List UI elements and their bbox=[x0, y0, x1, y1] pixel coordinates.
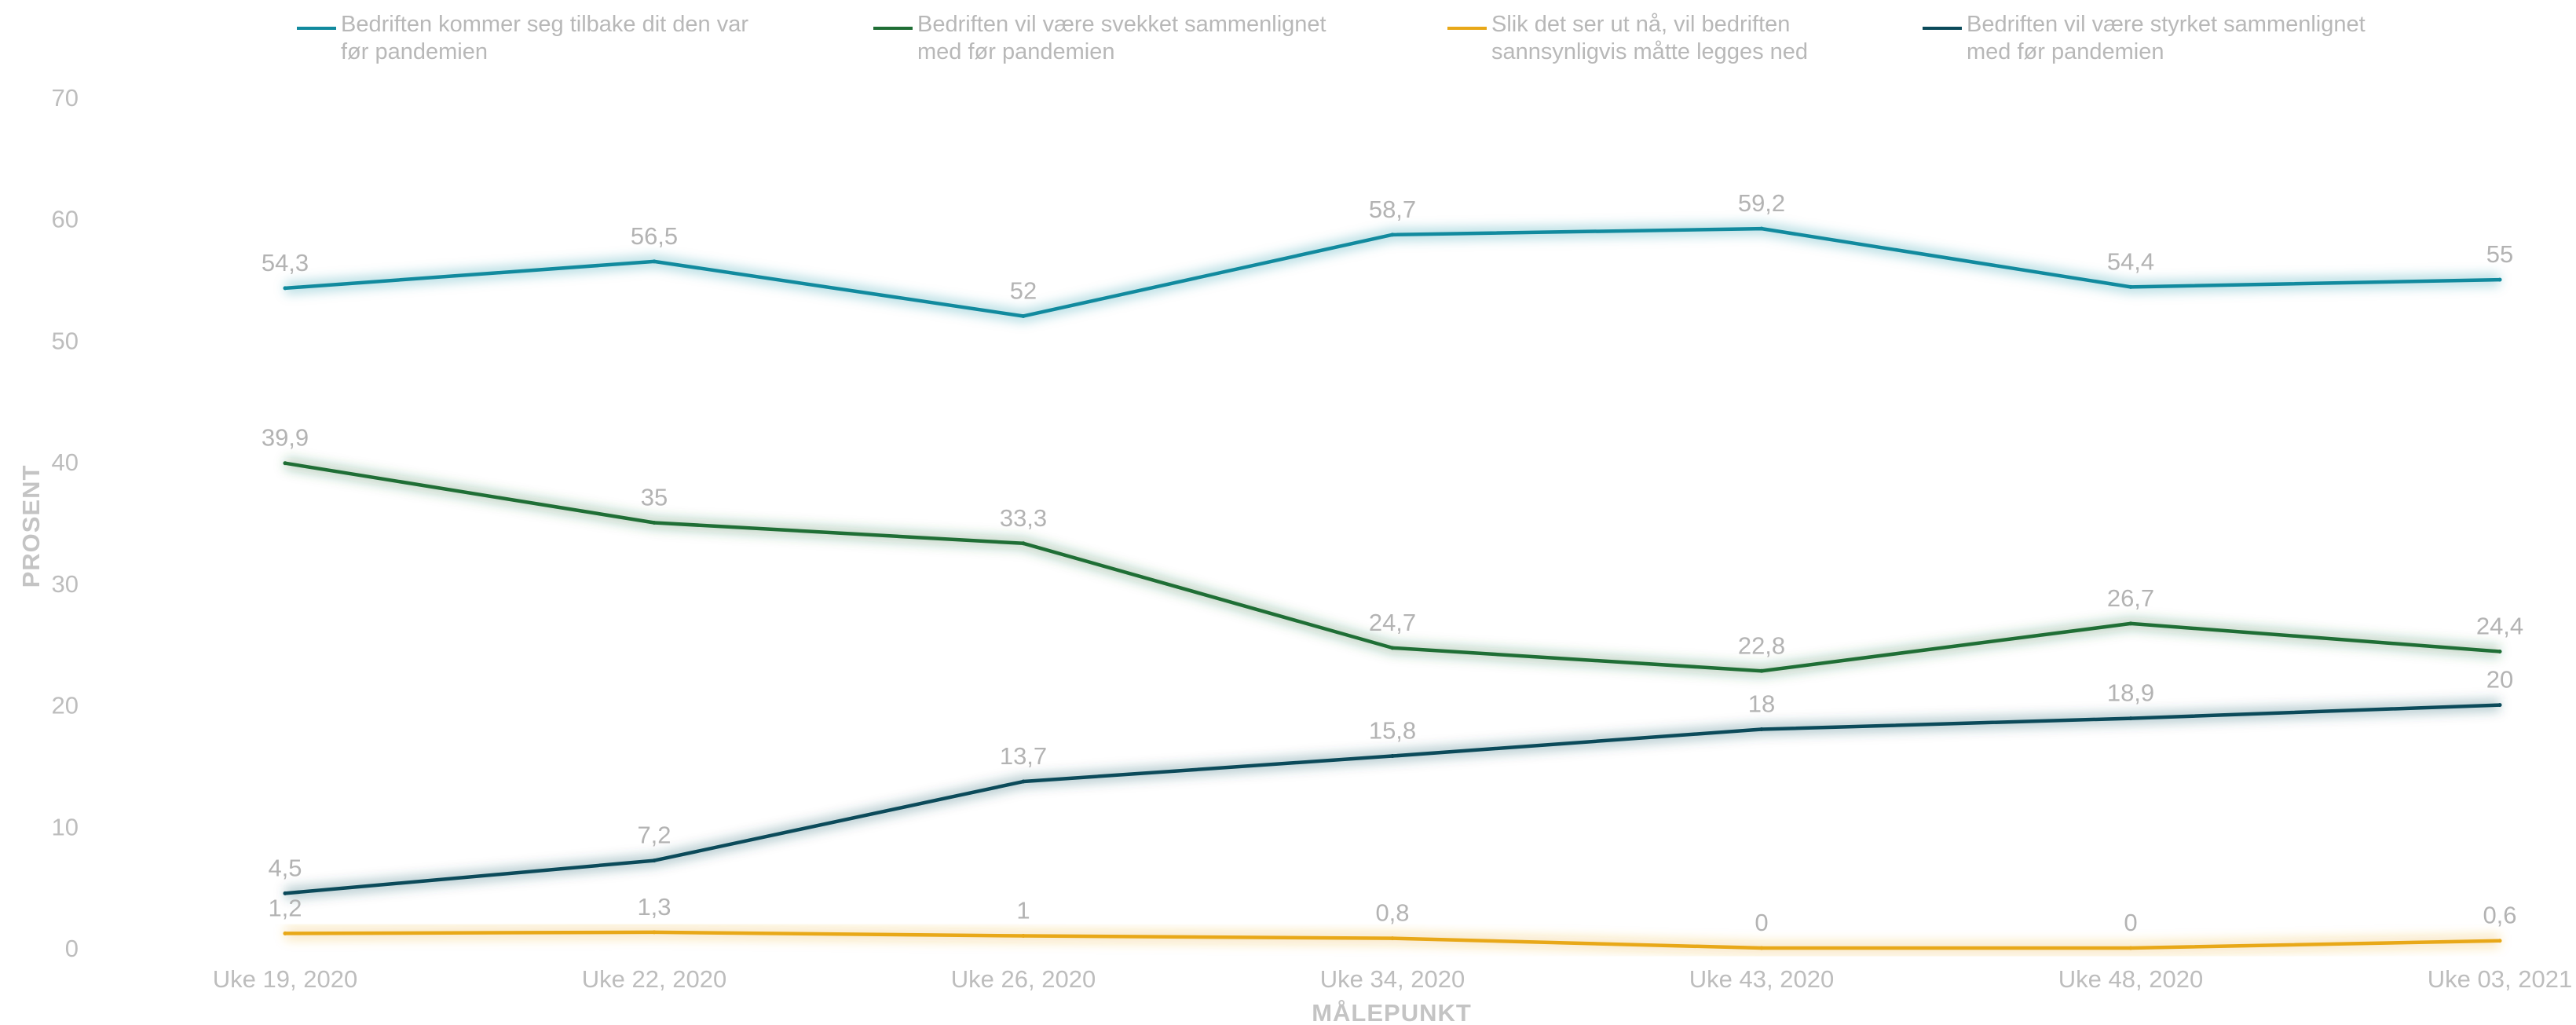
series-3-point bbox=[2497, 703, 2502, 708]
series-0-point bbox=[1021, 313, 1026, 318]
series-1-point bbox=[2497, 649, 2502, 653]
x-axis-title: MÅLEPUNKT bbox=[1312, 999, 1472, 1025]
series-2-data-label: 0 bbox=[2124, 909, 2137, 936]
series-2-data-label: 1,3 bbox=[637, 893, 671, 921]
series-line-1 bbox=[283, 461, 2502, 673]
y-tick-label: 20 bbox=[52, 692, 79, 719]
x-tick-label: Uke 22, 2020 bbox=[582, 965, 726, 993]
x-tick-label: Uke 19, 2020 bbox=[213, 965, 357, 993]
series-3-point bbox=[652, 858, 657, 863]
y-tick-label: 70 bbox=[52, 84, 79, 112]
legend-label-svekket: Bedriften vil være svekket sammenlignet … bbox=[917, 12, 1326, 64]
series-3-point bbox=[2128, 716, 2133, 721]
data-label-layer: 54,3 56,5 52 58,7 59,2 54,4 55 39,9 35 33,3 24,7 22… bbox=[262, 189, 2523, 936]
series-2-data-label: 0 bbox=[1755, 909, 1768, 936]
y-tick-label: 40 bbox=[52, 448, 79, 476]
series-1-point bbox=[1390, 646, 1395, 650]
series-3-point bbox=[1021, 779, 1026, 784]
y-axis-title: PROSENT bbox=[17, 465, 45, 588]
series-line-0 bbox=[283, 226, 2502, 318]
series-0-point bbox=[652, 259, 657, 264]
series-1-data-label: 33,3 bbox=[1000, 504, 1047, 532]
series-0-point bbox=[1759, 226, 1764, 231]
series-1-point bbox=[1021, 541, 1026, 546]
legend-swatch-styrket bbox=[1923, 27, 1962, 30]
series-0-data-label: 56,5 bbox=[631, 222, 678, 250]
series-0-point bbox=[2128, 284, 2133, 289]
series-0-data-label: 58,7 bbox=[1369, 196, 1416, 223]
series-3-point bbox=[283, 891, 287, 895]
y-tick-label: 50 bbox=[52, 327, 79, 354]
x-tick-label: Uke 26, 2020 bbox=[951, 965, 1096, 993]
series-3-point bbox=[1759, 727, 1764, 732]
legend-item-nedlagt: Slik det ser ut nå, vil bedriften sannsy… bbox=[1447, 11, 1808, 66]
legend: Bedriften kommer seg tilbake dit den var… bbox=[0, 11, 2576, 74]
y-axis: 0 10 20 30 40 50 60 70 bbox=[52, 84, 79, 962]
series-1-point bbox=[283, 461, 287, 466]
y-tick-label: 60 bbox=[52, 206, 79, 233]
series-3-data-label: 20 bbox=[2486, 666, 2513, 694]
legend-label-styrket: Bedriften vil være styrket sammenlignet … bbox=[1967, 12, 2366, 64]
series-1-point bbox=[1759, 668, 1764, 673]
series-3-point bbox=[1390, 754, 1395, 759]
series-3-data-label: 15,8 bbox=[1369, 717, 1416, 745]
series-3-data-label: 4,5 bbox=[268, 854, 302, 881]
legend-item-svekket: Bedriften vil være svekket sammenlignet … bbox=[873, 11, 1326, 66]
series-1-data-label: 24,7 bbox=[1369, 609, 1416, 636]
series-2-point bbox=[2497, 939, 2502, 943]
series-3-data-label: 18 bbox=[1748, 690, 1775, 718]
series-2-point bbox=[1390, 936, 1395, 941]
x-tick-label: Uke 48, 2020 bbox=[2058, 965, 2203, 993]
legend-item-styrket: Bedriften vil være styrket sammenlignet … bbox=[1923, 11, 2366, 66]
y-tick-label: 30 bbox=[52, 570, 79, 598]
x-tick-label: Uke 03, 2021 bbox=[2428, 965, 2572, 993]
series-1-data-label: 39,9 bbox=[262, 424, 309, 452]
series-2-data-label: 1 bbox=[1016, 897, 1030, 924]
series-0-data-label: 52 bbox=[1010, 276, 1037, 304]
legend-label-tilbake: Bedriften kommer seg tilbake dit den var… bbox=[341, 12, 749, 64]
series-1-point bbox=[652, 521, 657, 525]
series-glow-1 bbox=[284, 456, 2501, 678]
series-2-data-label: 0,6 bbox=[2483, 902, 2516, 929]
legend-swatch-tilbake bbox=[297, 27, 336, 30]
series-1-data-label: 35 bbox=[641, 484, 668, 511]
series-3-data-label: 7,2 bbox=[637, 822, 671, 849]
legend-label-nedlagt: Slik det ser ut nå, vil bedriften sannsy… bbox=[1491, 12, 1809, 64]
series-2-data-label: 1,2 bbox=[268, 894, 302, 921]
y-tick-label: 0 bbox=[65, 935, 79, 962]
series-2-data-label: 0,8 bbox=[1375, 899, 1409, 927]
series-layer bbox=[283, 222, 2502, 954]
x-axis: Uke 19, 2020 Uke 22, 2020 Uke 26, 2020 Uke … bbox=[213, 965, 2572, 993]
series-glow-0 bbox=[284, 222, 2501, 323]
series-0-point bbox=[2497, 277, 2502, 282]
series-1-point bbox=[2128, 621, 2133, 626]
series-1-data-label: 24,4 bbox=[2476, 612, 2523, 639]
legend-swatch-nedlagt bbox=[1447, 27, 1487, 30]
legend-swatch-svekket bbox=[873, 27, 913, 30]
series-0-data-label: 55 bbox=[2486, 240, 2513, 268]
legend-item-tilbake: Bedriften kommer seg tilbake dit den var… bbox=[297, 11, 748, 66]
x-tick-label: Uke 43, 2020 bbox=[1689, 965, 1834, 993]
series-0-data-label: 59,2 bbox=[1738, 189, 1785, 217]
series-2-point bbox=[283, 931, 287, 935]
series-1-data-label: 26,7 bbox=[2107, 584, 2154, 612]
series-2-point bbox=[1759, 946, 1764, 950]
series-1-data-label: 22,8 bbox=[1738, 631, 1785, 659]
series-3-data-label: 13,7 bbox=[1000, 742, 1047, 770]
x-tick-label: Uke 34, 2020 bbox=[1320, 965, 1465, 993]
series-0-data-label: 54,3 bbox=[262, 249, 309, 276]
series-3-data-label: 18,9 bbox=[2107, 679, 2154, 707]
series-0-point bbox=[283, 286, 287, 291]
series-2-point bbox=[652, 930, 657, 935]
series-2-point bbox=[1021, 934, 1026, 939]
y-tick-label: 10 bbox=[52, 813, 79, 840]
series-2-point bbox=[2128, 946, 2133, 950]
series-0-point bbox=[1390, 232, 1395, 237]
series-0-data-label: 54,4 bbox=[2107, 247, 2154, 275]
